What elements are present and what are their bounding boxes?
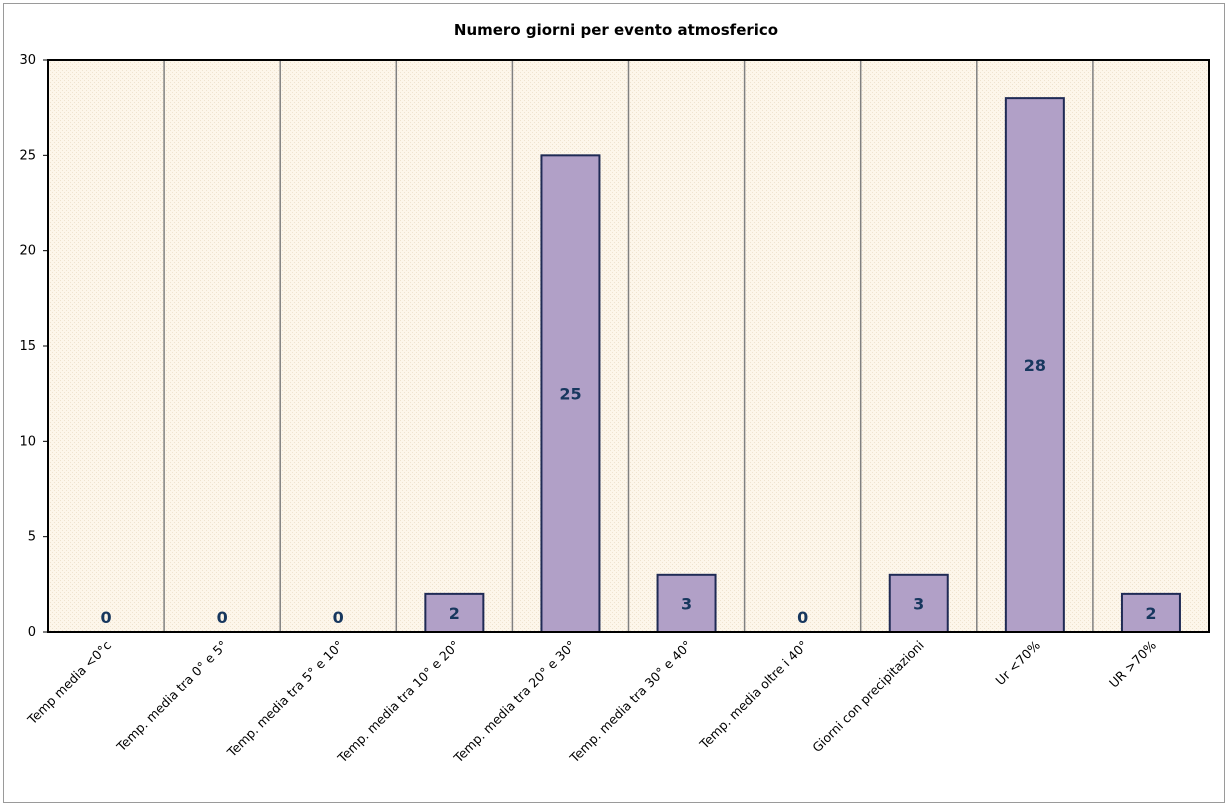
x-category-label: Ur <70%: [992, 637, 1043, 688]
x-category-label: Temp. media tra 0° e 5°: [113, 638, 230, 755]
data-label: 2: [449, 604, 460, 623]
bar: [1120, 592, 1181, 633]
x-category-label: Giorni con precipitazioni: [809, 638, 927, 756]
y-tick-label: 25: [19, 148, 36, 163]
x-category-label: Temp media <0°c: [24, 637, 114, 727]
plot-border: [47, 59, 1210, 633]
data-label: 0: [797, 608, 808, 627]
data-label: 3: [681, 594, 692, 613]
data-label: 25: [559, 385, 581, 404]
y-tick-label: 20: [19, 244, 36, 259]
x-category-label: Temp. media oltre i 40°: [696, 638, 811, 753]
bar: [656, 573, 717, 633]
data-label: 0: [100, 608, 111, 627]
bar: [540, 154, 601, 633]
data-label: 0: [333, 608, 344, 627]
y-tick-label: 15: [19, 339, 36, 354]
y-tick-label: 30: [19, 53, 36, 68]
x-category-label: Temp. media tra 20° e 30°: [450, 638, 579, 767]
bar: [424, 592, 485, 633]
bar: [888, 573, 949, 633]
bar: [1004, 97, 1065, 633]
data-label: 0: [217, 608, 228, 627]
x-category-label: Temp. media tra 10° e 20°: [334, 638, 463, 767]
chart-title: Numero giorni per evento atmosferico: [453, 21, 779, 39]
data-label: 28: [1024, 356, 1046, 375]
x-category-label: Temp. media tra 30° e 40°: [566, 638, 695, 767]
data-label: 2: [1145, 604, 1156, 623]
y-tick-label: 0: [28, 625, 36, 640]
data-label: 3: [913, 594, 924, 613]
x-category-label: Temp. media tra 5° e 10°: [223, 638, 346, 761]
y-tick-label: 10: [19, 434, 36, 449]
x-category-label: UR >70%: [1106, 637, 1159, 690]
y-tick-label: 5: [28, 530, 36, 545]
